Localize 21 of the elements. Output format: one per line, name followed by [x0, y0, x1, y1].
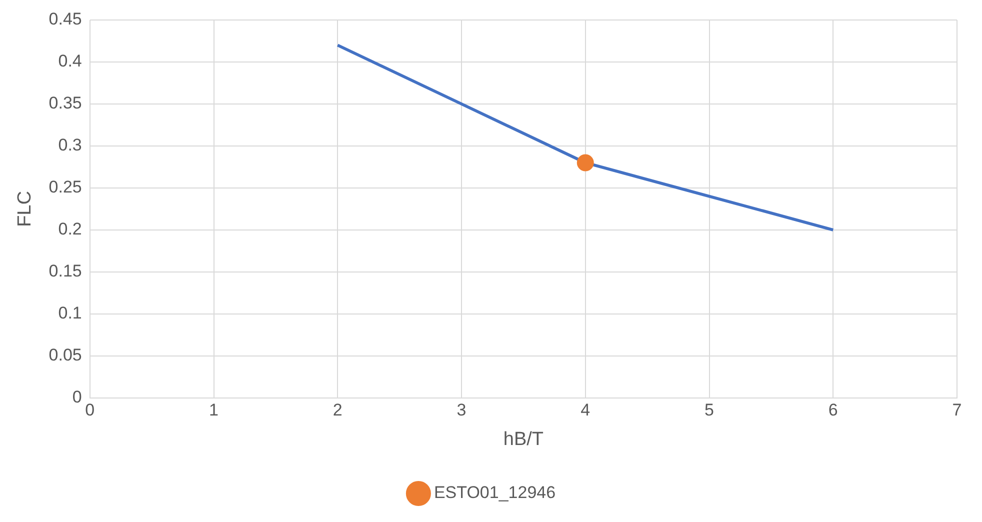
x-tick-label: 7	[952, 400, 962, 420]
x-tick-label: 1	[209, 400, 218, 420]
y-axis-title: FLC	[14, 190, 36, 227]
x-tick-label: 3	[456, 400, 466, 420]
x-tick-label: 2	[332, 400, 342, 420]
y-tick-label: 0.25	[48, 178, 82, 197]
y-tick-label: 0.45	[48, 10, 82, 29]
x-tick-label: 0	[85, 400, 95, 420]
y-tick-label: 0.15	[48, 262, 82, 281]
y-tick-label: 0.2	[58, 220, 82, 239]
y-tick-label: 0	[72, 387, 82, 406]
y-tick-label: 0.1	[58, 304, 82, 323]
y-tick-label: 0.05	[48, 346, 82, 365]
x-tick-label: 4	[580, 400, 590, 420]
y-tick-label: 0.4	[58, 52, 82, 71]
x-tick-label: 6	[828, 400, 838, 420]
x-axis-title: hB/T	[503, 428, 544, 450]
y-tick-label: 0.35	[48, 94, 82, 113]
x-tick-label: 5	[704, 400, 714, 420]
y-tick-label: 0.3	[58, 136, 82, 155]
legend-label: ESTO01_12946	[434, 483, 556, 502]
